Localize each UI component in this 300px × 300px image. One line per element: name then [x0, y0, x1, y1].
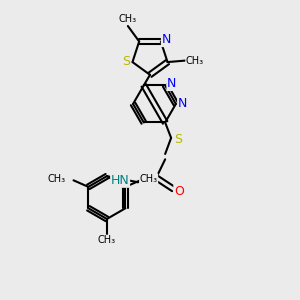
- Text: N: N: [178, 98, 187, 110]
- Text: CH₃: CH₃: [186, 56, 204, 66]
- Text: O: O: [174, 185, 184, 198]
- Text: S: S: [174, 133, 182, 146]
- Text: N: N: [161, 34, 171, 46]
- Text: CH₃: CH₃: [98, 236, 116, 245]
- Text: CH₃: CH₃: [118, 14, 136, 25]
- Text: S: S: [122, 55, 130, 68]
- Text: N: N: [167, 77, 176, 90]
- Text: CH₃: CH₃: [47, 174, 65, 184]
- Text: HN: HN: [111, 174, 130, 187]
- Text: CH₃: CH₃: [140, 174, 158, 184]
